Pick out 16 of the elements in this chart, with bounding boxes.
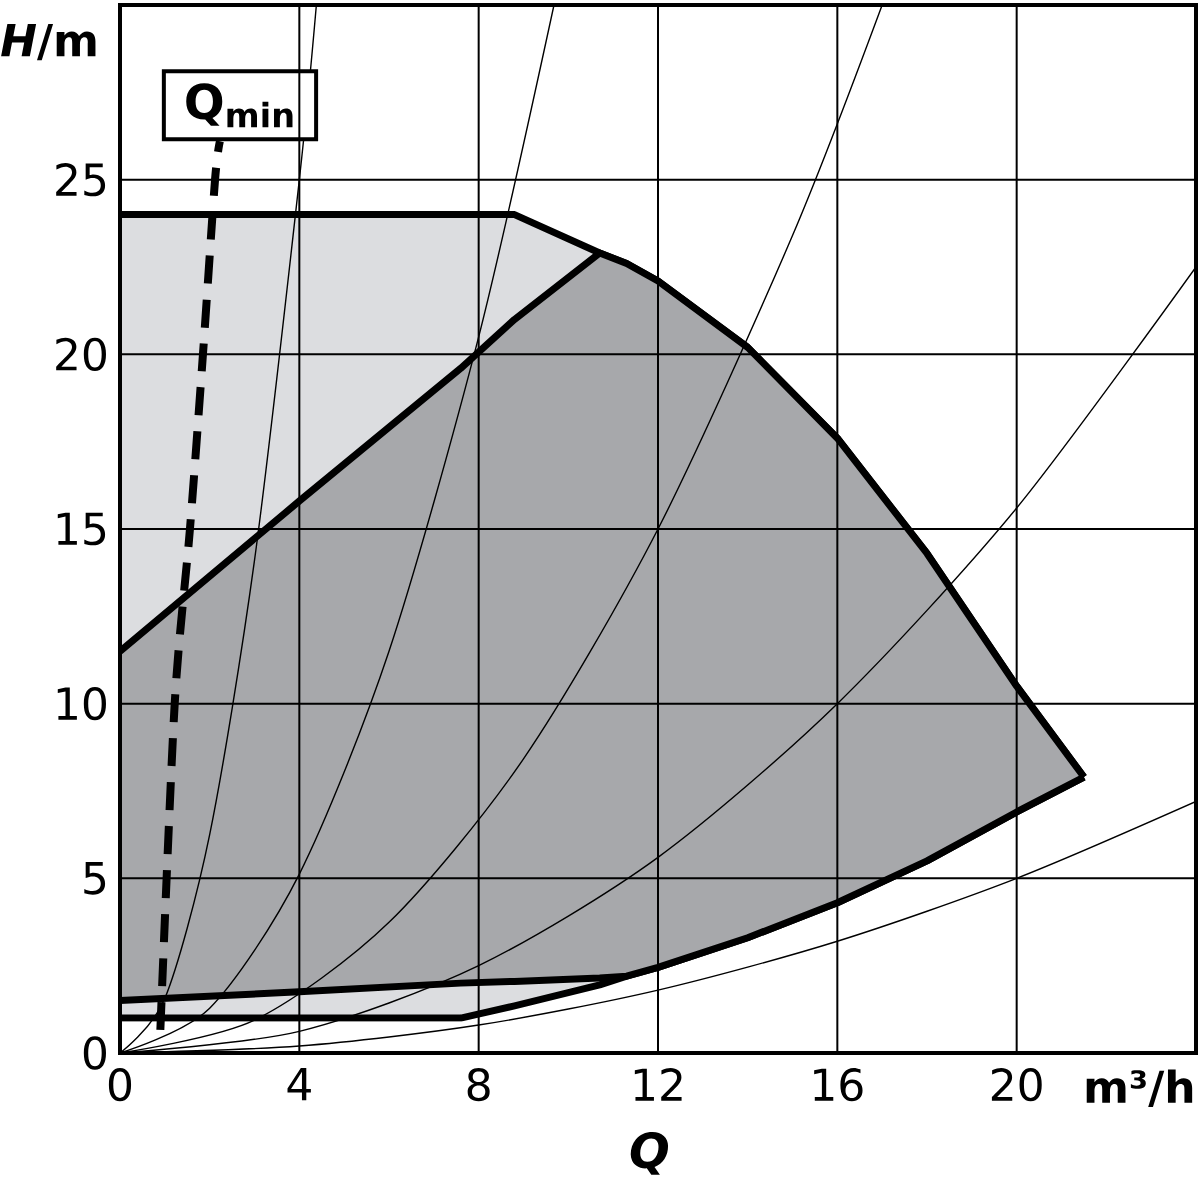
x-tick-label: 16 bbox=[814, 1068, 863, 1102]
y-axis-title: H/m bbox=[1, 24, 96, 61]
text: m³/h bbox=[1086, 1069, 1193, 1107]
y-tick-label: 20 bbox=[56, 337, 106, 371]
x-tick-label: 8 bbox=[467, 1068, 490, 1102]
y-tick-label: 25 bbox=[56, 163, 106, 197]
x-tick-label: 20 bbox=[991, 1068, 1042, 1102]
x-tick-label: 4 bbox=[287, 1068, 311, 1101]
y-tick-label: 5 bbox=[84, 861, 106, 895]
y-tick-label: 15 bbox=[57, 512, 106, 546]
x-tick-label: 12 bbox=[634, 1068, 682, 1101]
series-label: Q$_{min}$ bbox=[186, 83, 293, 128]
x-axis-title: Q bbox=[630, 1132, 669, 1175]
y-tick-label: 0 bbox=[83, 1036, 106, 1070]
y-tick-label: 10 bbox=[57, 687, 106, 721]
x-tick-label: 0 bbox=[108, 1068, 132, 1102]
